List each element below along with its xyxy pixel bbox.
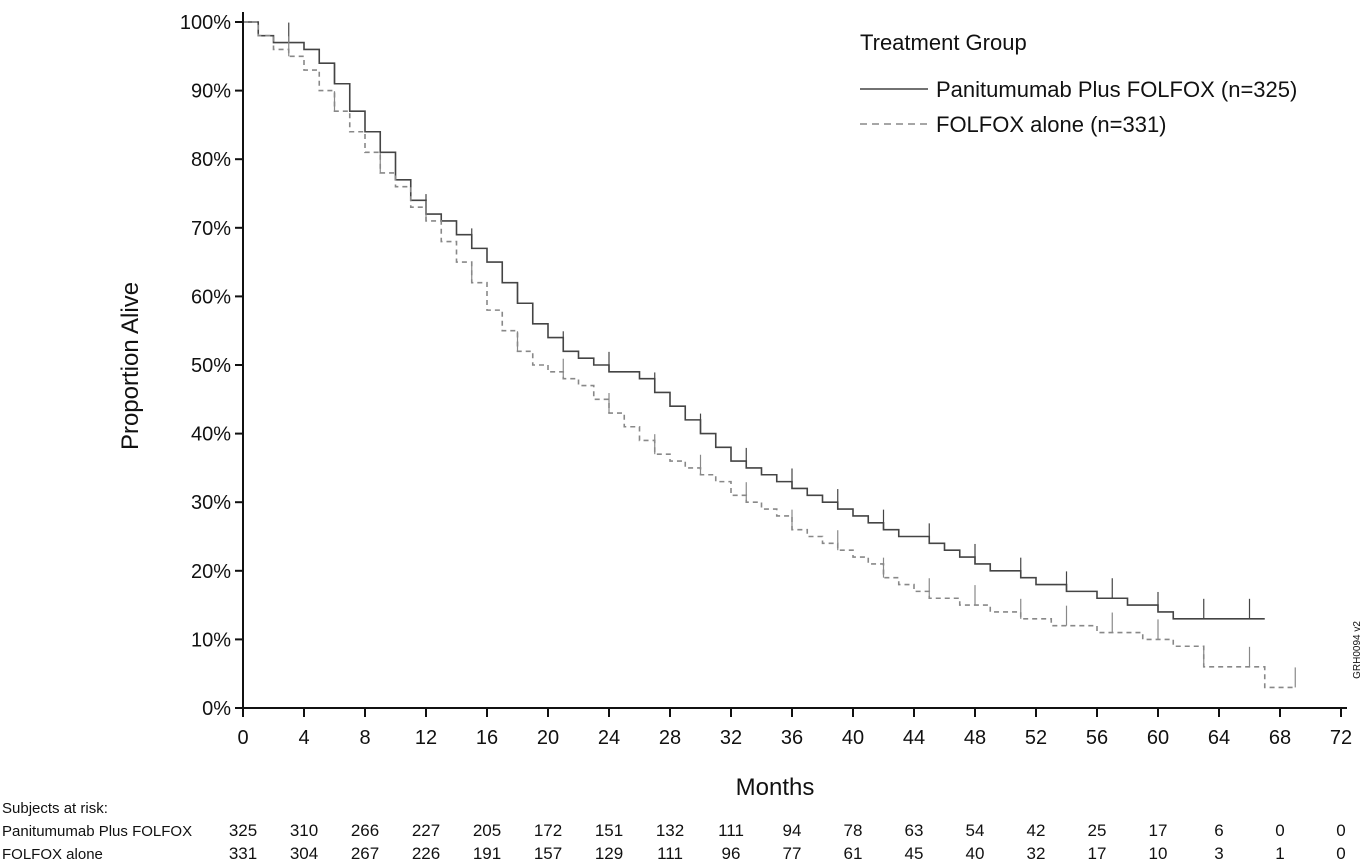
risk-value: 226: [412, 844, 440, 863]
x-tick-label: 28: [659, 727, 681, 749]
x-axis: 0 4 8 12 16 20 24 28 32 36 40 44 48 52 56 60 64 68 72: [237, 707, 1352, 749]
survival-curve-panitumumab: [243, 21, 1265, 620]
risk-value: 325: [229, 821, 257, 840]
y-tick-label: 10%: [191, 629, 231, 651]
risk-value: 45: [905, 844, 924, 863]
risk-value: 94: [783, 821, 802, 840]
risk-value: 172: [534, 821, 562, 840]
x-tick-label: 4: [298, 727, 309, 749]
risk-value: 17: [1149, 821, 1168, 840]
x-tick-label: 20: [537, 727, 559, 749]
risk-value: 25: [1088, 821, 1107, 840]
y-tick-label: 70%: [191, 218, 231, 240]
x-tick-label: 64: [1208, 727, 1230, 749]
risk-value: 266: [351, 821, 379, 840]
x-tick-label: 60: [1147, 727, 1169, 749]
y-axis: 0% 10% 20% 30% 40% 50% 60% 70% 80% 90% 100%: [180, 12, 244, 720]
y-tick-label: 90%: [191, 81, 231, 103]
risk-value: 6: [1214, 821, 1223, 840]
y-tick-label: 30%: [191, 492, 231, 514]
y-tick-label: 100%: [180, 12, 231, 34]
y-tick-label: 40%: [191, 424, 231, 446]
risk-table: Subjects at risk: Panitumumab Plus FOLFO…: [2, 800, 1346, 863]
y-tick-label: 0%: [202, 698, 231, 720]
risk-value: 151: [595, 821, 623, 840]
plot-area: [243, 21, 1296, 689]
risk-value: 267: [351, 844, 379, 863]
risk-value: 54: [966, 821, 985, 840]
risk-value: 191: [473, 844, 501, 863]
risk-value: 63: [905, 821, 924, 840]
risk-values: 325 310 266 227 205 172 151 132 111 94 78 63 54 42 25 1…: [229, 821, 1346, 863]
risk-value: 42: [1027, 821, 1046, 840]
x-tick-label: 52: [1025, 727, 1047, 749]
legend-entry-folfox: FOLFOX alone (n=331): [936, 112, 1167, 137]
risk-value: 157: [534, 844, 562, 863]
risk-value: 32: [1027, 844, 1046, 863]
x-tick-label: 44: [903, 727, 925, 749]
risk-value: 129: [595, 844, 623, 863]
risk-value: 78: [844, 821, 863, 840]
survival-curve-folfox: [243, 21, 1296, 689]
x-tick-label: 12: [415, 727, 437, 749]
risk-value: 331: [229, 844, 257, 863]
x-tick-label: 72: [1330, 727, 1352, 749]
risk-value: 310: [290, 821, 318, 840]
risk-value: 1: [1275, 844, 1284, 863]
x-axis-label: Months: [736, 774, 815, 801]
watermark: GRH0094 v2: [1352, 621, 1363, 679]
risk-row-label-panitumumab: Panitumumab Plus FOLFOX: [2, 823, 192, 840]
legend: Treatment Group Panitumumab Plus FOLFOX …: [860, 30, 1297, 137]
risk-value: 0: [1336, 844, 1345, 863]
legend-entry-panitumumab: Panitumumab Plus FOLFOX (n=325): [936, 77, 1297, 102]
risk-value: 17: [1088, 844, 1107, 863]
x-tick-label: 68: [1269, 727, 1291, 749]
risk-value: 304: [290, 844, 318, 863]
y-axis-label: Proportion Alive: [117, 282, 144, 450]
y-tick-label: 80%: [191, 149, 231, 171]
risk-value: 96: [722, 844, 741, 863]
y-tick-label: 60%: [191, 286, 231, 308]
y-tick-label: 50%: [191, 355, 231, 377]
risk-value: 227: [412, 821, 440, 840]
risk-value: 40: [966, 844, 985, 863]
x-tick-label: 16: [476, 727, 498, 749]
y-tick-label: 20%: [191, 561, 231, 583]
risk-value: 132: [656, 821, 684, 840]
x-tick-label: 0: [237, 727, 248, 749]
x-tick-label: 56: [1086, 727, 1108, 749]
risk-value: 205: [473, 821, 501, 840]
risk-value: 111: [657, 844, 683, 863]
risk-value: 0: [1336, 821, 1345, 840]
risk-value: 111: [718, 821, 744, 840]
x-tick-label: 32: [720, 727, 742, 749]
risk-value: 3: [1214, 844, 1223, 863]
x-tick-label: 8: [359, 727, 370, 749]
risk-table-title: Subjects at risk:: [2, 800, 108, 817]
risk-value: 0: [1275, 821, 1284, 840]
risk-row-label-folfox: FOLFOX alone: [2, 846, 103, 863]
risk-value: 77: [783, 844, 802, 863]
x-tick-label: 24: [598, 727, 620, 749]
x-tick-label: 48: [964, 727, 986, 749]
x-tick-label: 36: [781, 727, 803, 749]
risk-value: 10: [1149, 844, 1168, 863]
legend-title: Treatment Group: [860, 30, 1027, 55]
x-tick-label: 40: [842, 727, 864, 749]
risk-value: 61: [844, 844, 863, 863]
